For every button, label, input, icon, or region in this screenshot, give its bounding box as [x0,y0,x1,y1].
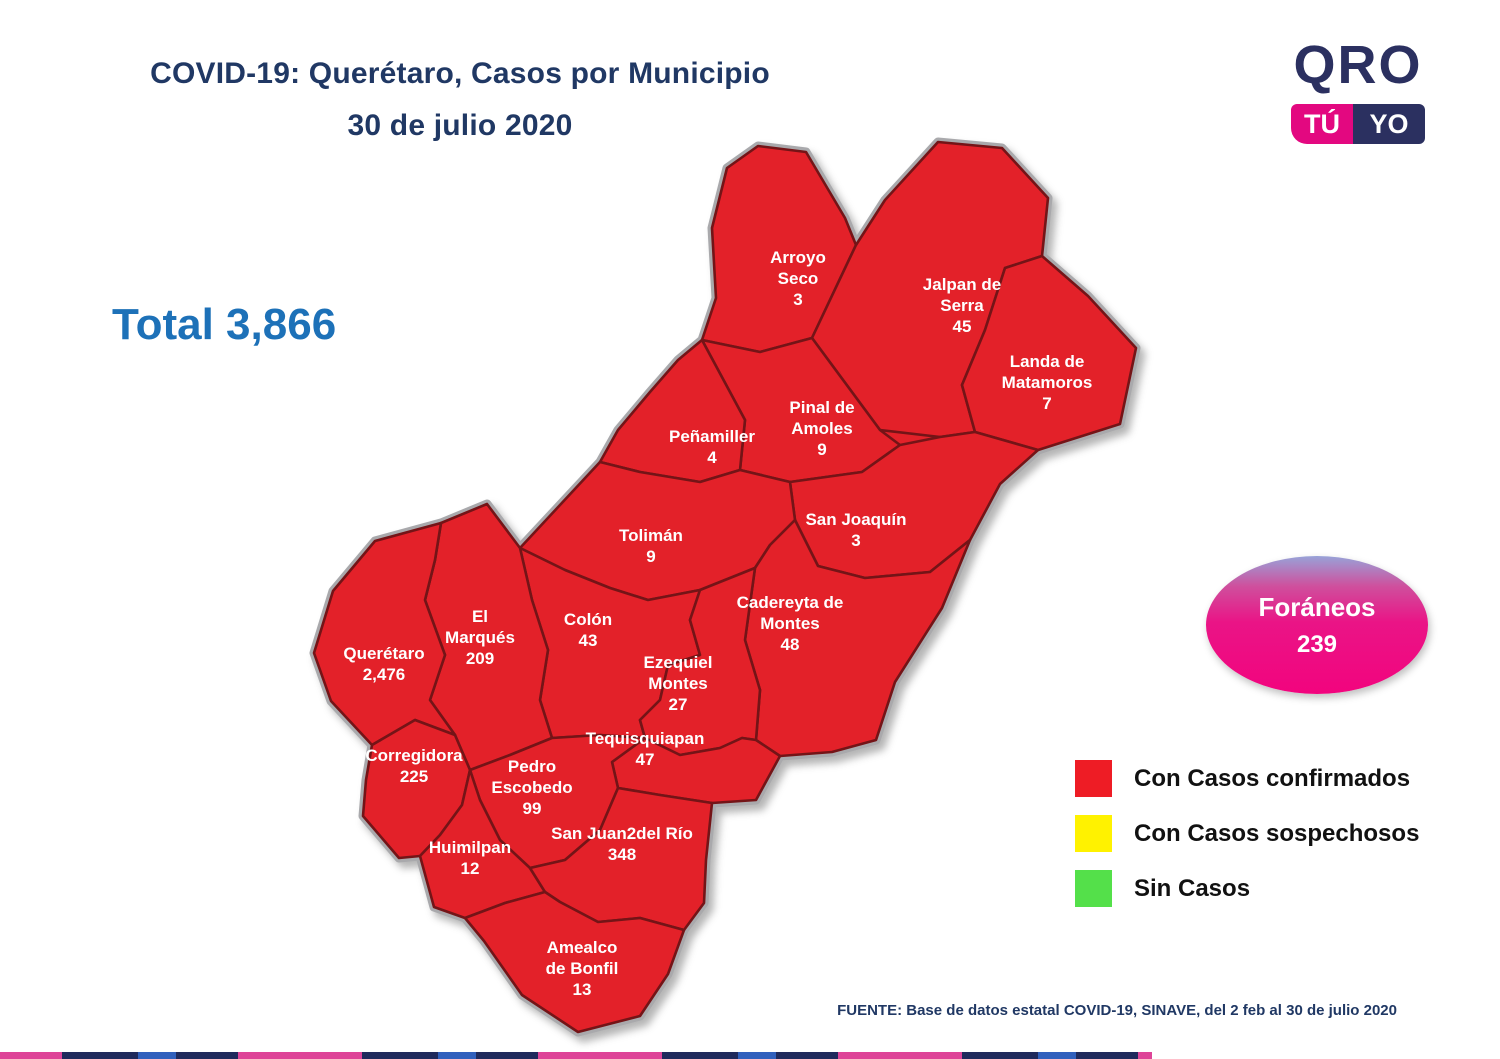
legend: Con Casos confirmados Con Casos sospechos… [1075,760,1419,925]
qro-logo-yo: YO [1353,104,1425,144]
foraneos-value: 239 [1296,630,1338,658]
foraneos-badge: Foráneos 239 [1206,556,1428,694]
label-colon: Colón 43 [564,610,612,650]
legend-label-0: Con Casos confirmados [1134,764,1411,792]
label-pedro-escobedo: Pedro Escobedo 99 [491,757,572,818]
legend-row-0: Con Casos confirmados [1075,760,1419,797]
label-cadereyta: Cadereyta de Montes 48 [737,593,844,654]
qro-logo: QRO TÚ YO [1268,26,1448,144]
page-title-line1: COVID-19: Querétaro, Casos por Municipio [150,57,770,90]
qro-logo-tu: TÚ [1291,104,1353,144]
legend-row-1: Con Casos sospechosos [1075,815,1419,852]
label-san-juan-del-rio: San Juan2del Río 348 [551,824,693,864]
label-corregidora: Corregidora 225 [365,746,463,786]
label-pinal: Pinal de Amoles 9 [789,398,854,459]
qro-logo-boxes: TÚ YO [1268,104,1448,144]
bottom-decorative-strip [0,1052,1152,1059]
page-title-line2: 30 de julio 2020 [347,109,573,142]
legend-row-2: Sin Casos [1075,870,1419,907]
page-title: COVID-19: Querétaro, Casos por Municipio… [55,48,865,152]
label-penamiller: Peñamiller 4 [669,427,755,467]
region-amealco [463,890,686,1034]
label-queretaro: Querétaro 2,476 [343,644,424,684]
label-huimilpan: Huimilpan 12 [429,838,511,878]
label-ezequiel-montes: Ezequiel Montes 27 [644,653,713,714]
legend-swatch-2 [1075,870,1112,907]
label-amealco: Amealco de Bonfil 13 [546,938,619,999]
label-el-marques: El Marqués 209 [445,607,515,668]
region-queretaro [312,521,457,747]
foraneos-label: Foráneos [1258,591,1376,622]
total-cases: Total 3,866 [112,300,337,349]
qro-logo-wordmark: QRO [1293,35,1423,95]
legend-swatch-1 [1075,815,1112,852]
label-toliman: Tolimán 9 [619,526,683,566]
label-san-joaquin: San Joaquín 3 [805,510,906,550]
legend-label-1: Con Casos sospechosos [1134,819,1420,847]
legend-swatch-0 [1075,760,1112,797]
label-jalpan: Jalpan de Serra 45 [923,275,1001,336]
label-arroyo-seco: Arroyo Seco 3 [770,248,826,309]
legend-label-2: Sin Casos [1134,874,1251,902]
label-landa: Landa de Matamoros 7 [1002,352,1093,413]
label-tequisquiapan: Tequisquiapan 47 [586,729,705,769]
source-note: FUENTE: Base de datos estatal COVID-19, … [837,1002,1397,1019]
